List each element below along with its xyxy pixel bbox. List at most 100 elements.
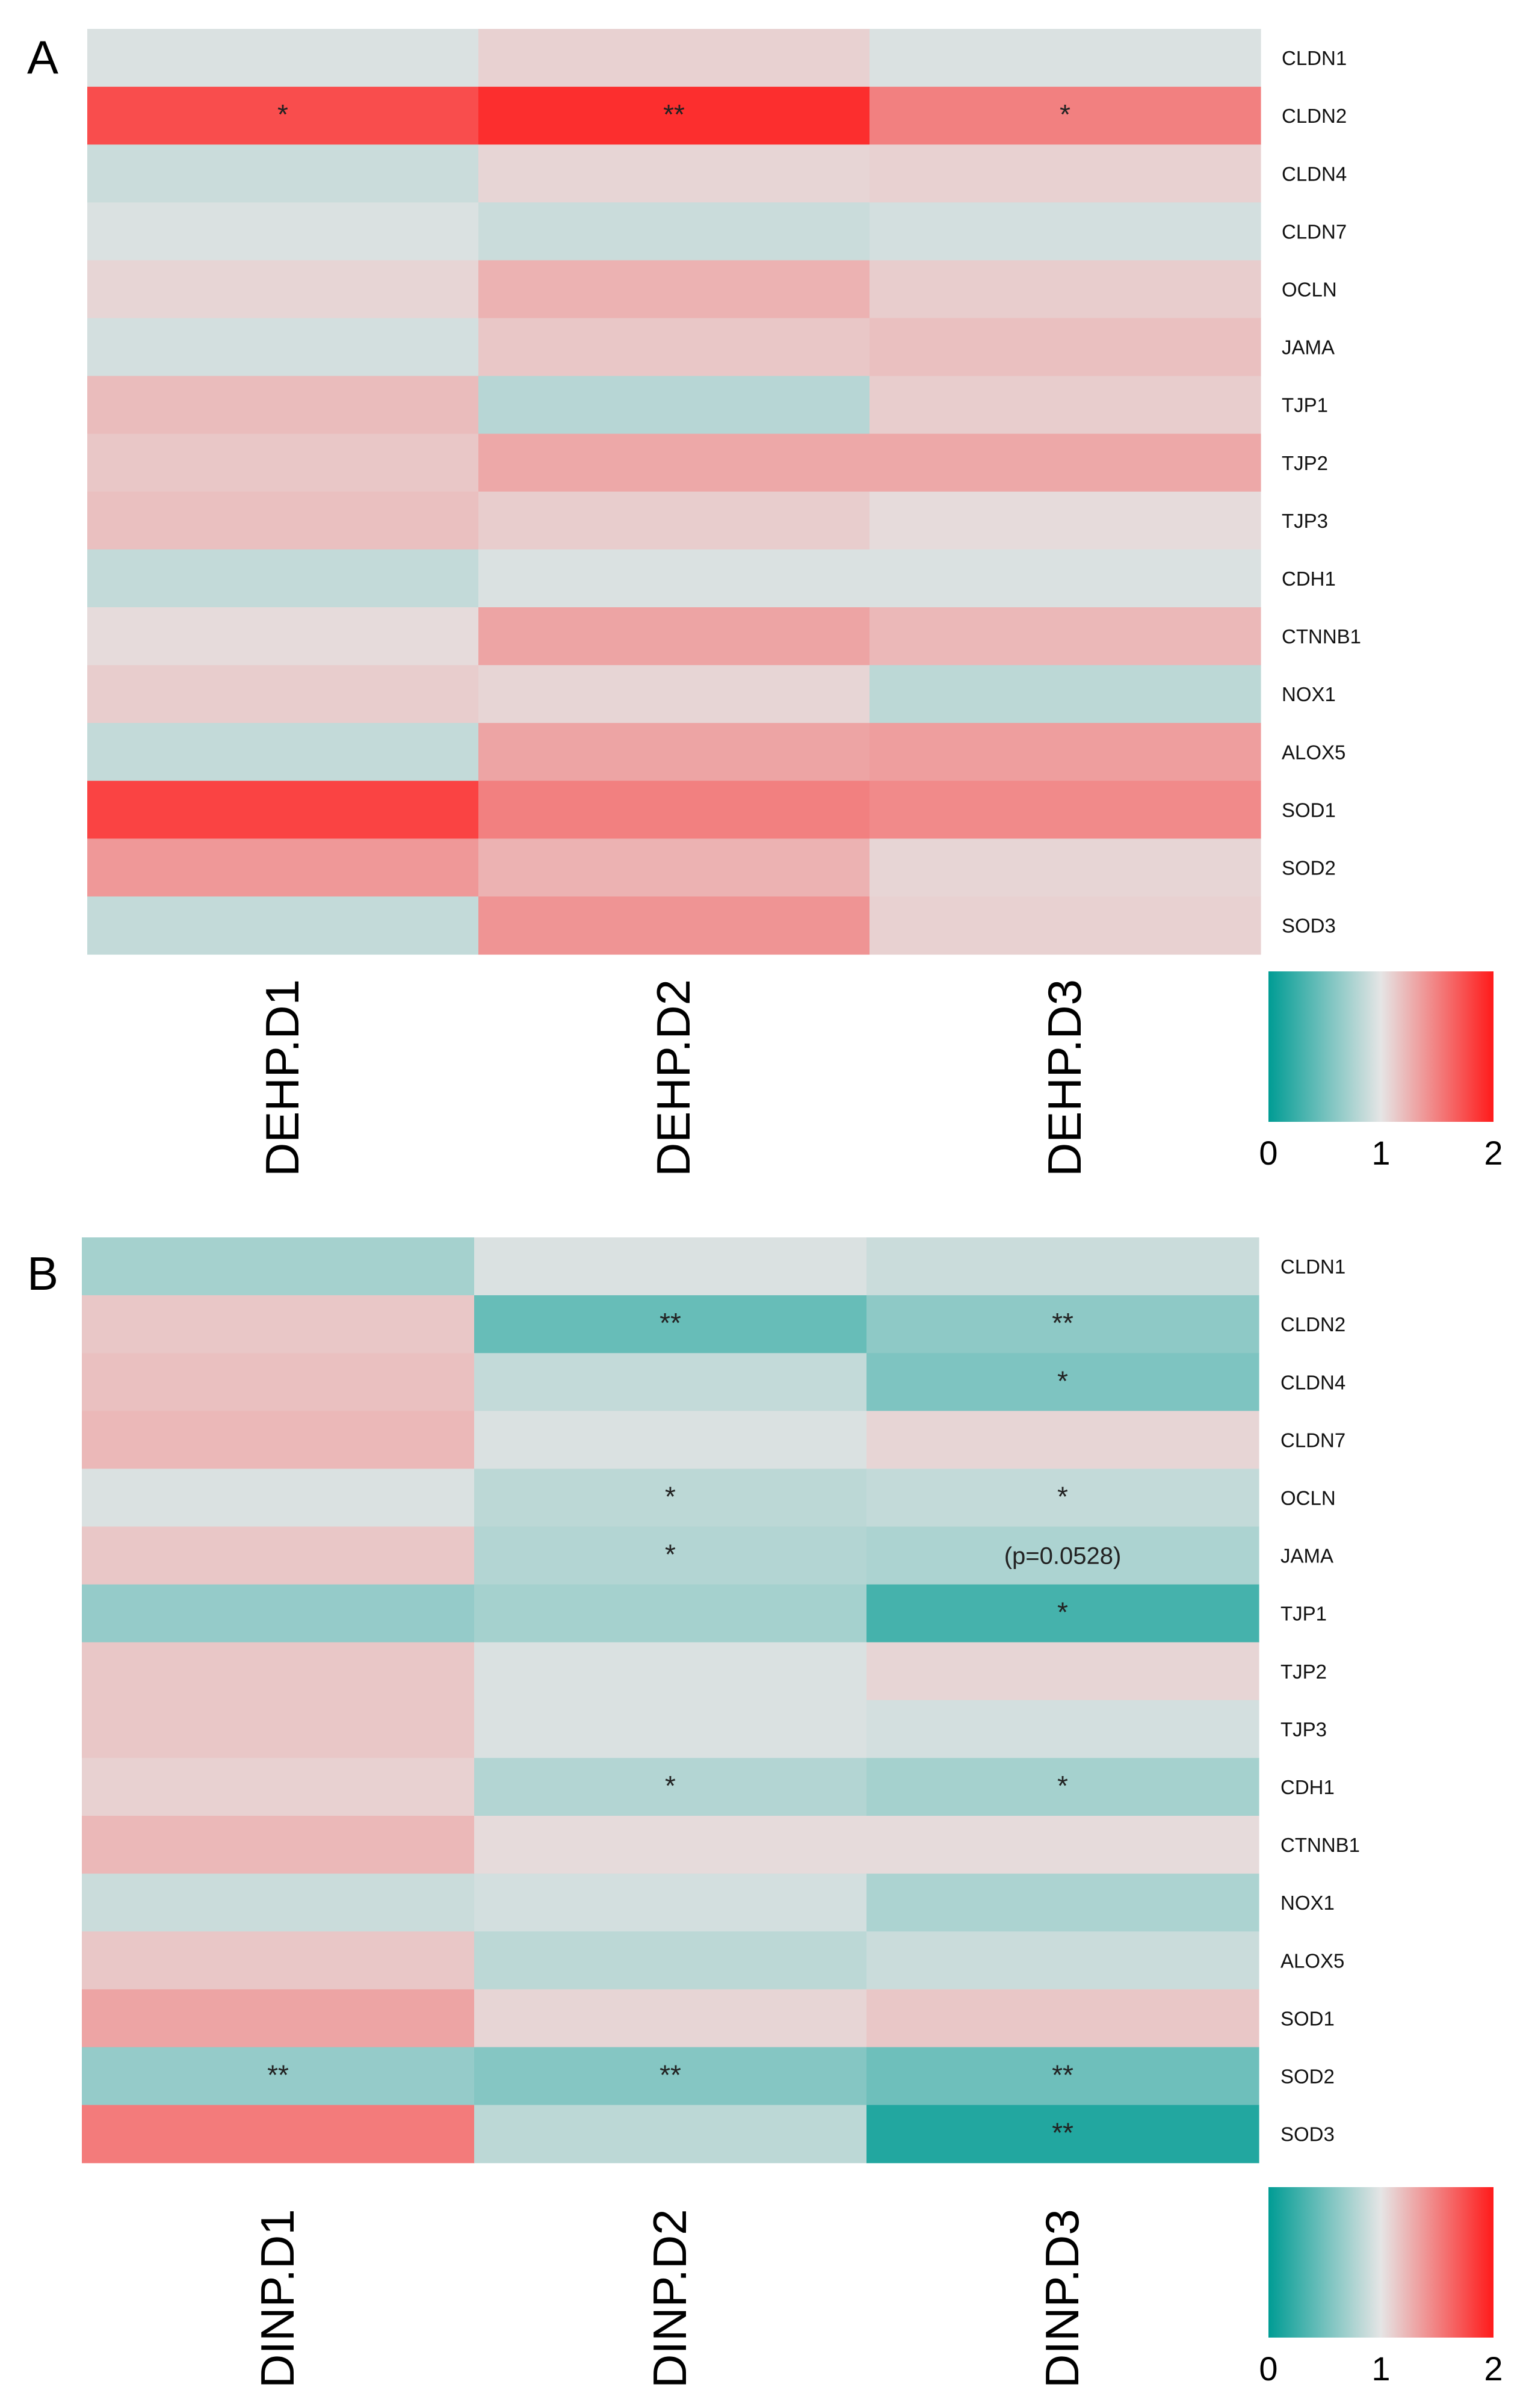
heatmap-cell (870, 29, 1261, 87)
row-label: CLDN1 (1282, 47, 1347, 69)
heatmap-cell (866, 1411, 1259, 1469)
heatmap-cell (82, 1757, 475, 1816)
heatmap-cell (870, 665, 1261, 723)
significance-annotation: * (1057, 1597, 1068, 1628)
row-label: JAMA (1280, 1545, 1333, 1567)
heatmap-cell (82, 1931, 475, 1990)
significance-annotation: * (1057, 1365, 1068, 1396)
column-label: DINP.D2 (643, 2209, 696, 2388)
row-label: ALOX5 (1280, 1949, 1344, 1972)
heatmap-cell (478, 549, 870, 608)
heatmap-cell (870, 896, 1261, 955)
column-label: DEHP.D2 (647, 979, 700, 1177)
heatmap-cell (866, 1700, 1259, 1759)
heatmap-cell (474, 1816, 867, 1874)
heatmap-cell (474, 1931, 867, 1990)
color-scale-tick: 2 (1484, 2350, 1503, 2388)
row-label: NOX1 (1280, 1892, 1335, 1914)
heatmap-cell (478, 260, 870, 319)
row-label: SOD3 (1282, 915, 1336, 937)
heatmap-cell (866, 1757, 1259, 1816)
heatmap-cell (82, 2047, 475, 2106)
row-label: CDH1 (1282, 568, 1336, 590)
heatmap-cell (474, 1642, 867, 1701)
row-label: SOD2 (1280, 2065, 1335, 2087)
significance-annotation: * (1060, 99, 1070, 130)
significance-annotation: * (665, 1481, 676, 1512)
significance-annotation: ** (267, 2059, 289, 2090)
heatmap-cell (866, 1469, 1259, 1527)
row-label: CLDN1 (1280, 1255, 1345, 1278)
heatmap-cell (87, 29, 479, 87)
row-label: CDH1 (1280, 1776, 1335, 1798)
heatmap-cell (82, 1469, 475, 1527)
heatmap-cell (82, 1353, 475, 1411)
heatmap-cell (474, 1295, 867, 1354)
heatmap-cell (82, 1874, 475, 1932)
heatmap-cell (870, 781, 1261, 839)
significance-annotation: ** (1052, 1307, 1073, 1339)
row-label: TJP2 (1280, 1661, 1327, 1683)
heatmap-cell (478, 491, 870, 550)
heatmap-cell (82, 1526, 475, 1585)
heatmap-cell (866, 1237, 1259, 1296)
heatmap-cell (82, 1989, 475, 2047)
heatmap-cell (866, 1526, 1259, 1585)
row-label: JAMA (1282, 336, 1335, 359)
heatmap-cell (87, 665, 479, 723)
heatmap-cell (866, 1931, 1259, 1990)
color-scale-tick: 0 (1259, 1134, 1277, 1172)
heatmap-cell (478, 723, 870, 781)
heatmap-cell (478, 318, 870, 377)
heatmap-cell (870, 202, 1261, 261)
row-label: TJP1 (1280, 1603, 1327, 1625)
row-label: NOX1 (1282, 683, 1336, 705)
heatmap-cell (870, 260, 1261, 319)
heatmap-cell (870, 376, 1261, 435)
heatmap-cell (870, 838, 1261, 897)
heatmap-cell (866, 1295, 1259, 1354)
row-label: CLDN7 (1282, 220, 1347, 243)
heatmap-cell (478, 838, 870, 897)
heatmap-cell (478, 896, 870, 955)
heatmap-cell (87, 607, 479, 666)
heatmap-cell (478, 144, 870, 203)
heatmap-cell (87, 896, 479, 955)
heatmap-cell (870, 433, 1261, 492)
heatmap-cell (478, 781, 870, 839)
column-label: DINP.D3 (1036, 2209, 1089, 2388)
row-label: SOD2 (1282, 856, 1336, 879)
row-label: OCLN (1282, 278, 1337, 300)
heatmap-cell (478, 87, 870, 145)
heatmap-cell (87, 376, 479, 435)
heatmap-cell (870, 549, 1261, 608)
heatmap-cell (474, 1700, 867, 1759)
heatmap-cell (870, 318, 1261, 377)
heatmap-cell (82, 1411, 475, 1469)
significance-annotation: ** (1052, 2059, 1073, 2090)
heatmap-cell (478, 433, 870, 492)
color-scale-tick: 1 (1371, 2350, 1390, 2388)
row-label: SOD1 (1282, 799, 1336, 821)
column-label: DEHP.D3 (1038, 979, 1091, 1177)
heatmap-cell (478, 202, 870, 261)
significance-annotation: * (665, 1539, 676, 1570)
heatmap-cell (866, 1642, 1259, 1701)
significance-annotation: * (1057, 1481, 1068, 1512)
heatmap-cell (82, 1642, 475, 1701)
heatmap-cell (870, 491, 1261, 550)
column-label: DINP.D1 (251, 2209, 304, 2388)
heatmap-cell (87, 549, 479, 608)
significance-annotation: ** (1052, 2117, 1073, 2149)
heatmap-cell (474, 2105, 867, 2164)
heatmap-cell (87, 491, 479, 550)
heatmap-cell (474, 1874, 867, 1932)
heatmap-cell (87, 260, 479, 319)
heatmap-cell (870, 723, 1261, 781)
heatmap-cell (87, 781, 479, 839)
row-label: TJP1 (1282, 394, 1328, 416)
row-label: CLDN4 (1282, 162, 1347, 185)
heatmap-cell (866, 2047, 1259, 2106)
significance-annotation: ** (659, 2059, 681, 2090)
